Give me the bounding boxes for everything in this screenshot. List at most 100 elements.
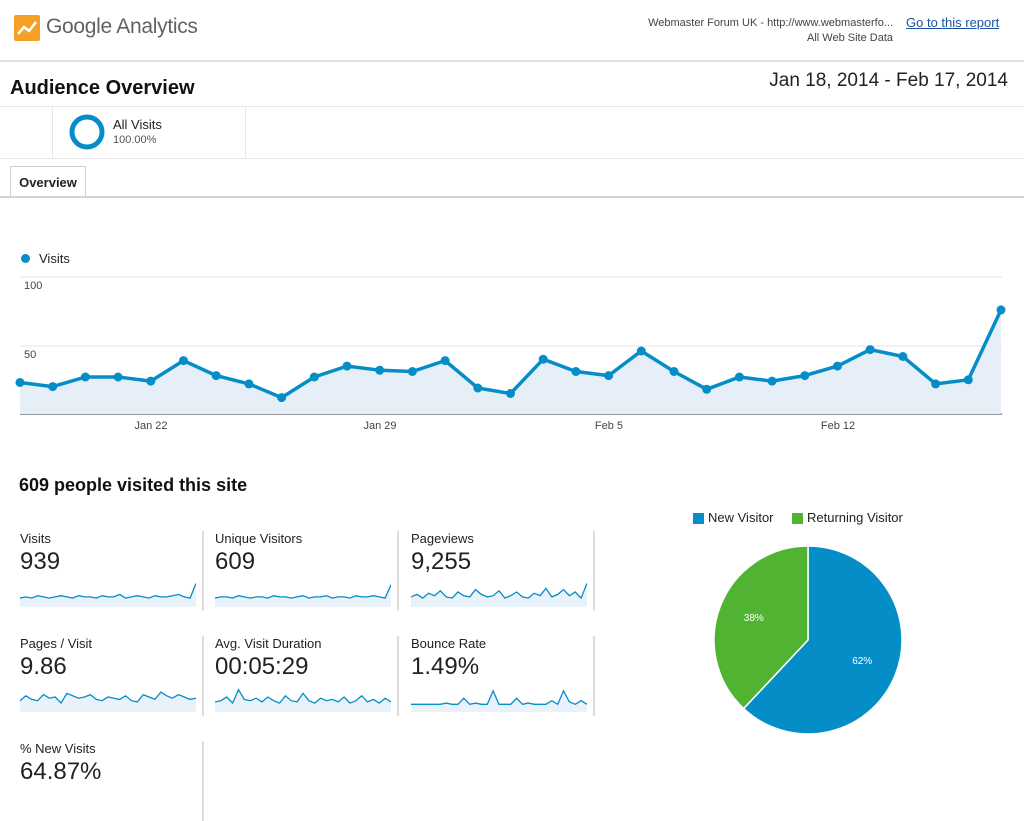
sparkline-line (20, 583, 196, 599)
visits-data-point (833, 361, 842, 371)
metric-value: 609 (215, 548, 256, 575)
go-to-report-link[interactable]: Go to this report (906, 15, 1000, 30)
x-tick-label: Feb 5 (595, 420, 623, 432)
visits-legend-label: Visits (39, 251, 70, 266)
metric-sparkline (215, 584, 391, 607)
visitor-type-pie-chart[interactable]: 62% 38% (708, 540, 908, 740)
visits-data-point (80, 372, 90, 382)
visits-data-point (800, 371, 810, 381)
metric-sparkline (215, 688, 391, 712)
y-tick-label: 100 (24, 280, 42, 292)
visits-area-fill (20, 309, 1001, 414)
account-name: Webmaster Forum UK - http://www.webmaste… (648, 17, 893, 29)
brand-name: Google Analytics (46, 15, 198, 38)
metric-sparkline (20, 691, 196, 712)
visits-line-chart[interactable]: 100 50 Jan 22 Jan 29 Feb 5 Feb 12 (0, 270, 1024, 440)
sparkline-line (215, 584, 391, 599)
metric-pages-per-visit[interactable]: Pages / Visit 9.86 (20, 636, 204, 716)
visits-data-point (538, 354, 548, 364)
sparkline-line (411, 583, 587, 600)
metric-value: 00:05:29 (215, 653, 309, 680)
visits-data-point (636, 346, 646, 356)
metric-value: 64.87% (20, 758, 102, 785)
metric-unique-visitors[interactable]: Unique Visitors 609 (215, 531, 399, 611)
visits-data-point (342, 361, 352, 371)
metric-label: Avg. Visit Duration (215, 636, 322, 651)
visits-data-point (15, 378, 25, 387)
visits-legend-marker (21, 254, 30, 263)
visits-data-point (179, 356, 188, 366)
metric-label: Visits (20, 531, 51, 546)
visits-data-point (113, 372, 123, 382)
metric-label: % New Visits (20, 741, 96, 756)
metric-label: Bounce Rate (411, 636, 487, 651)
title-divider (0, 106, 1024, 107)
metric-value: 9.86 (20, 653, 67, 680)
visits-data-point (407, 367, 417, 376)
metric-visits[interactable]: Visits 939 (20, 531, 204, 611)
metric-sparkline (20, 583, 196, 607)
metric-label: Pageviews (411, 531, 474, 546)
visits-data-point (211, 371, 221, 381)
visits-data-point (375, 365, 385, 375)
header-divider (0, 60, 1024, 62)
segment-name: All Visits (113, 117, 162, 132)
tab-overview[interactable]: Overview (10, 166, 86, 197)
segment-selector[interactable] (52, 107, 246, 158)
new-visitor-legend-label: New Visitor (708, 510, 774, 525)
visits-data-point (48, 382, 58, 392)
returning-visitor-legend-label: Returning Visitor (807, 510, 903, 525)
pie-slice-label: 38% (744, 613, 764, 624)
account-view: All Web Site Data (806, 32, 893, 44)
visits-data-point (571, 367, 581, 376)
visits-data-point (669, 367, 679, 376)
pie-slice-returning-visitor (713, 545, 809, 710)
visits-data-point (244, 379, 254, 389)
metric-value: 1.49% (411, 653, 480, 680)
visits-data-point (604, 371, 614, 381)
metric-sparkline (411, 689, 587, 712)
returning-visitor-legend-marker (792, 513, 803, 524)
segment-percent: 100.00% (113, 134, 157, 146)
summary-title: 609 people visited this site (19, 475, 248, 495)
y-tick-label: 50 (24, 349, 36, 361)
sparkline-area (20, 692, 196, 712)
visits-data-point (277, 393, 287, 403)
visits-data-point (734, 372, 744, 382)
visits-data-point (440, 356, 450, 366)
date-range-picker[interactable]: Jan 18, 2014 - Feb 17, 2014 (769, 70, 1008, 91)
x-tick-label: Feb 12 (821, 420, 855, 432)
visits-data-point (931, 379, 941, 389)
metric-value: 9,255 (411, 548, 472, 575)
x-tick-label: Jan 29 (363, 420, 396, 432)
sparkline-line (411, 689, 587, 706)
sparkline-area (215, 689, 391, 712)
visits-data-point (865, 345, 875, 355)
visits-data-point (963, 375, 973, 385)
visits-data-point (473, 383, 483, 393)
sparkline-area (411, 583, 587, 607)
metric-pageviews[interactable]: Pageviews 9,255 (411, 531, 595, 611)
visits-data-point (146, 376, 156, 386)
metric-new-visits-percent[interactable]: % New Visits 64.87% (20, 741, 204, 821)
sparkline-area (411, 690, 587, 712)
visits-data-point (309, 372, 319, 382)
pie-slice-new-visitor (742, 545, 903, 735)
metric-avg-visit-duration[interactable]: Avg. Visit Duration 00:05:29 (215, 636, 399, 716)
analytics-logo-icon (14, 15, 40, 41)
segment-ring-icon (69, 114, 105, 150)
metric-bounce-rate[interactable]: Bounce Rate 1.49% (411, 636, 595, 716)
pie-slice-label: 62% (852, 656, 872, 667)
tab-divider (0, 196, 1024, 198)
sparkline-area (20, 583, 196, 607)
visits-data-point (702, 384, 712, 394)
sparkline-line (215, 688, 391, 705)
visits-data-point (506, 389, 515, 398)
metric-sparkline (411, 583, 587, 607)
visits-data-point (767, 376, 777, 386)
visits-data-point (898, 352, 908, 361)
metric-value: 939 (20, 548, 61, 575)
segment-divider (0, 158, 1024, 159)
page-title: Audience Overview (10, 77, 195, 99)
new-visitor-legend-marker (693, 513, 704, 524)
